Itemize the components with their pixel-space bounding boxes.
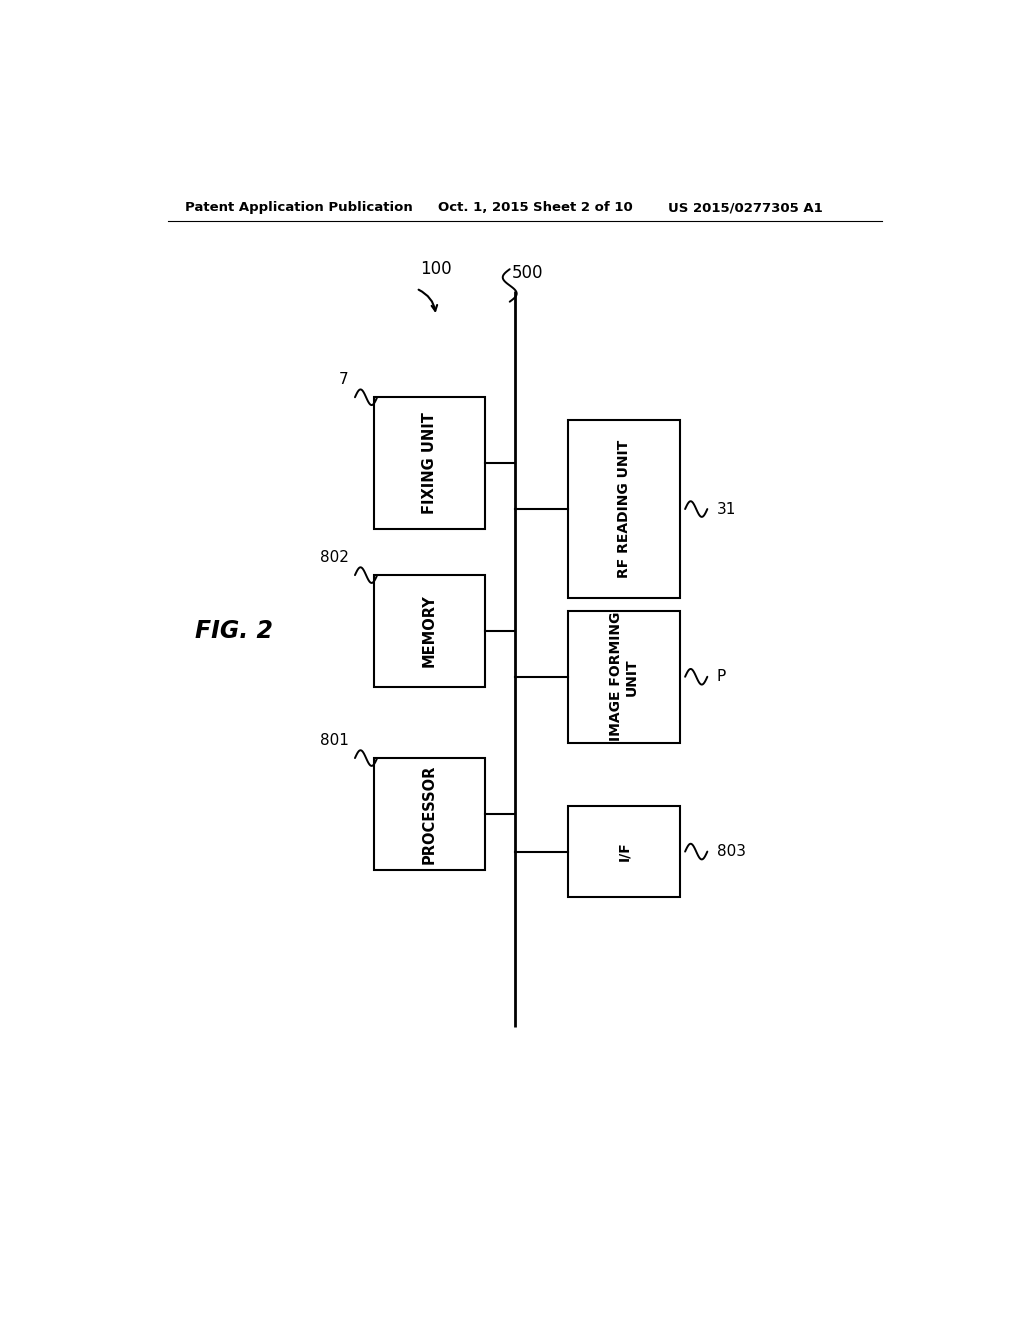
Bar	[374, 576, 485, 686]
Bar	[568, 420, 680, 598]
Bar	[568, 611, 680, 743]
Text: I/F: I/F	[617, 842, 631, 862]
Text: 801: 801	[319, 733, 348, 748]
Text: 803: 803	[717, 843, 745, 859]
Text: MEMORY: MEMORY	[422, 594, 437, 668]
Text: 802: 802	[319, 550, 348, 565]
Text: 500: 500	[511, 264, 543, 282]
Text: Oct. 1, 2015: Oct. 1, 2015	[437, 201, 528, 214]
Bar	[374, 397, 485, 529]
Text: Sheet 2 of 10: Sheet 2 of 10	[532, 201, 633, 214]
Text: FIXING UNIT: FIXING UNIT	[422, 412, 437, 515]
Text: IMAGE FORMING
UNIT: IMAGE FORMING UNIT	[609, 612, 639, 742]
Bar	[568, 805, 680, 898]
Text: FIG. 2: FIG. 2	[196, 619, 273, 643]
Text: US 2015/0277305 A1: US 2015/0277305 A1	[668, 201, 822, 214]
Text: RF READING UNIT: RF READING UNIT	[617, 440, 631, 578]
Text: 100: 100	[420, 260, 452, 279]
Text: Patent Application Publication: Patent Application Publication	[185, 201, 413, 214]
Bar	[374, 758, 485, 870]
Text: PROCESSOR: PROCESSOR	[422, 764, 437, 863]
Text: P: P	[717, 669, 726, 684]
Text: 7: 7	[339, 372, 348, 387]
Text: 31: 31	[717, 502, 736, 516]
